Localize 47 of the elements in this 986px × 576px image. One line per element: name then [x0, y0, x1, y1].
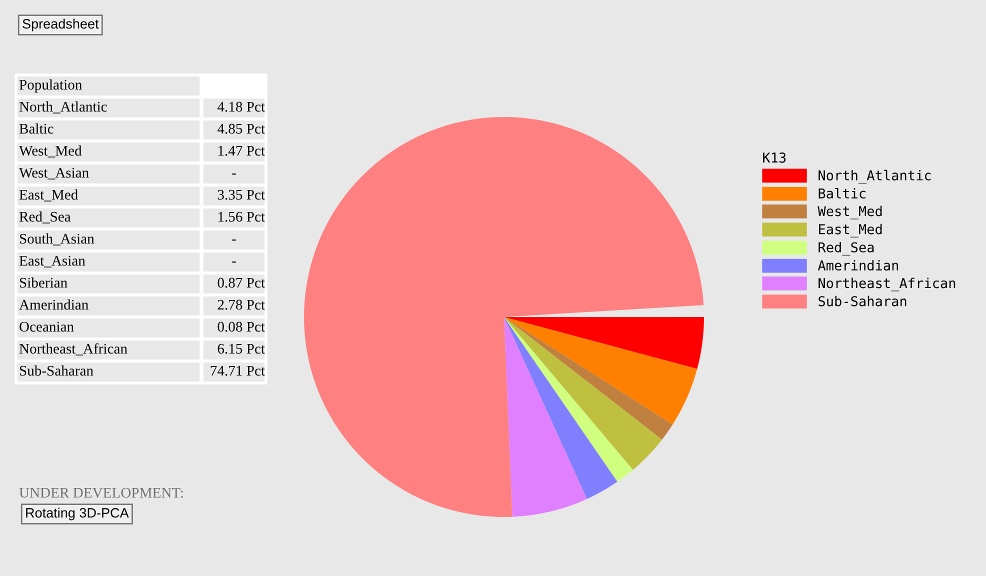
pie-slice	[504, 317, 633, 482]
text: Red_Sea	[19, 211, 71, 224]
text: South_Asian	[20, 233, 94, 246]
text: Sub-Saharan	[20, 365, 94, 376]
text: 74.71 Pct	[210, 366, 265, 376]
text: 2.78 Pct	[218, 300, 265, 310]
text: -	[232, 240, 236, 241]
text: Spreadsheet	[22, 18, 99, 32]
legend-label: West_Med	[818, 206, 882, 220]
text: 4.18 Pct	[217, 102, 265, 112]
text: 0.87 Pct	[218, 278, 265, 288]
text: -	[232, 174, 236, 175]
legend-label: North_Atlantic	[818, 170, 931, 184]
legend-label: Red_Sea	[818, 242, 874, 256]
pie-slice	[504, 317, 673, 440]
text: -	[232, 262, 236, 263]
text: North_Atlantic	[19, 101, 107, 114]
text: Population	[19, 79, 82, 93]
text: East_Med	[19, 189, 78, 202]
pie-slice	[304, 117, 704, 517]
legend-label: Northeast_African	[818, 278, 956, 292]
text: Siberian	[20, 277, 68, 288]
text: Northeast_African	[19, 343, 128, 356]
text: Rotating 3D-PCA	[26, 508, 129, 520]
legend-label: East_Med	[819, 224, 882, 238]
pie-slice	[504, 317, 587, 517]
pie-slice	[504, 317, 704, 369]
legend-title: K13	[763, 152, 786, 163]
text: 6.15 Pct	[218, 344, 265, 354]
text: West_Asian	[19, 168, 89, 180]
legend-label: Sub-Saharan	[818, 296, 906, 306]
pie-slice	[504, 317, 698, 424]
text: Baltic	[19, 123, 54, 134]
text: West_Med	[19, 145, 82, 158]
pie-slice	[504, 317, 662, 470]
text: East_Asian	[19, 256, 86, 268]
text: Oceanian	[20, 322, 74, 332]
legend-label: Amerindian	[818, 260, 898, 271]
text: 1.56 Pct	[218, 212, 265, 222]
text: 4.85 Pct	[217, 124, 265, 134]
text: UNDER DEVELOPMENT:	[19, 488, 183, 498]
pie-slice	[504, 317, 618, 499]
legend-label: Baltic	[818, 188, 866, 199]
text: 0.08 Pct	[218, 322, 265, 332]
text: 3.35 Pct	[218, 190, 265, 200]
text: 1.47 Pct	[218, 146, 265, 156]
text: Amerindian	[19, 299, 88, 310]
